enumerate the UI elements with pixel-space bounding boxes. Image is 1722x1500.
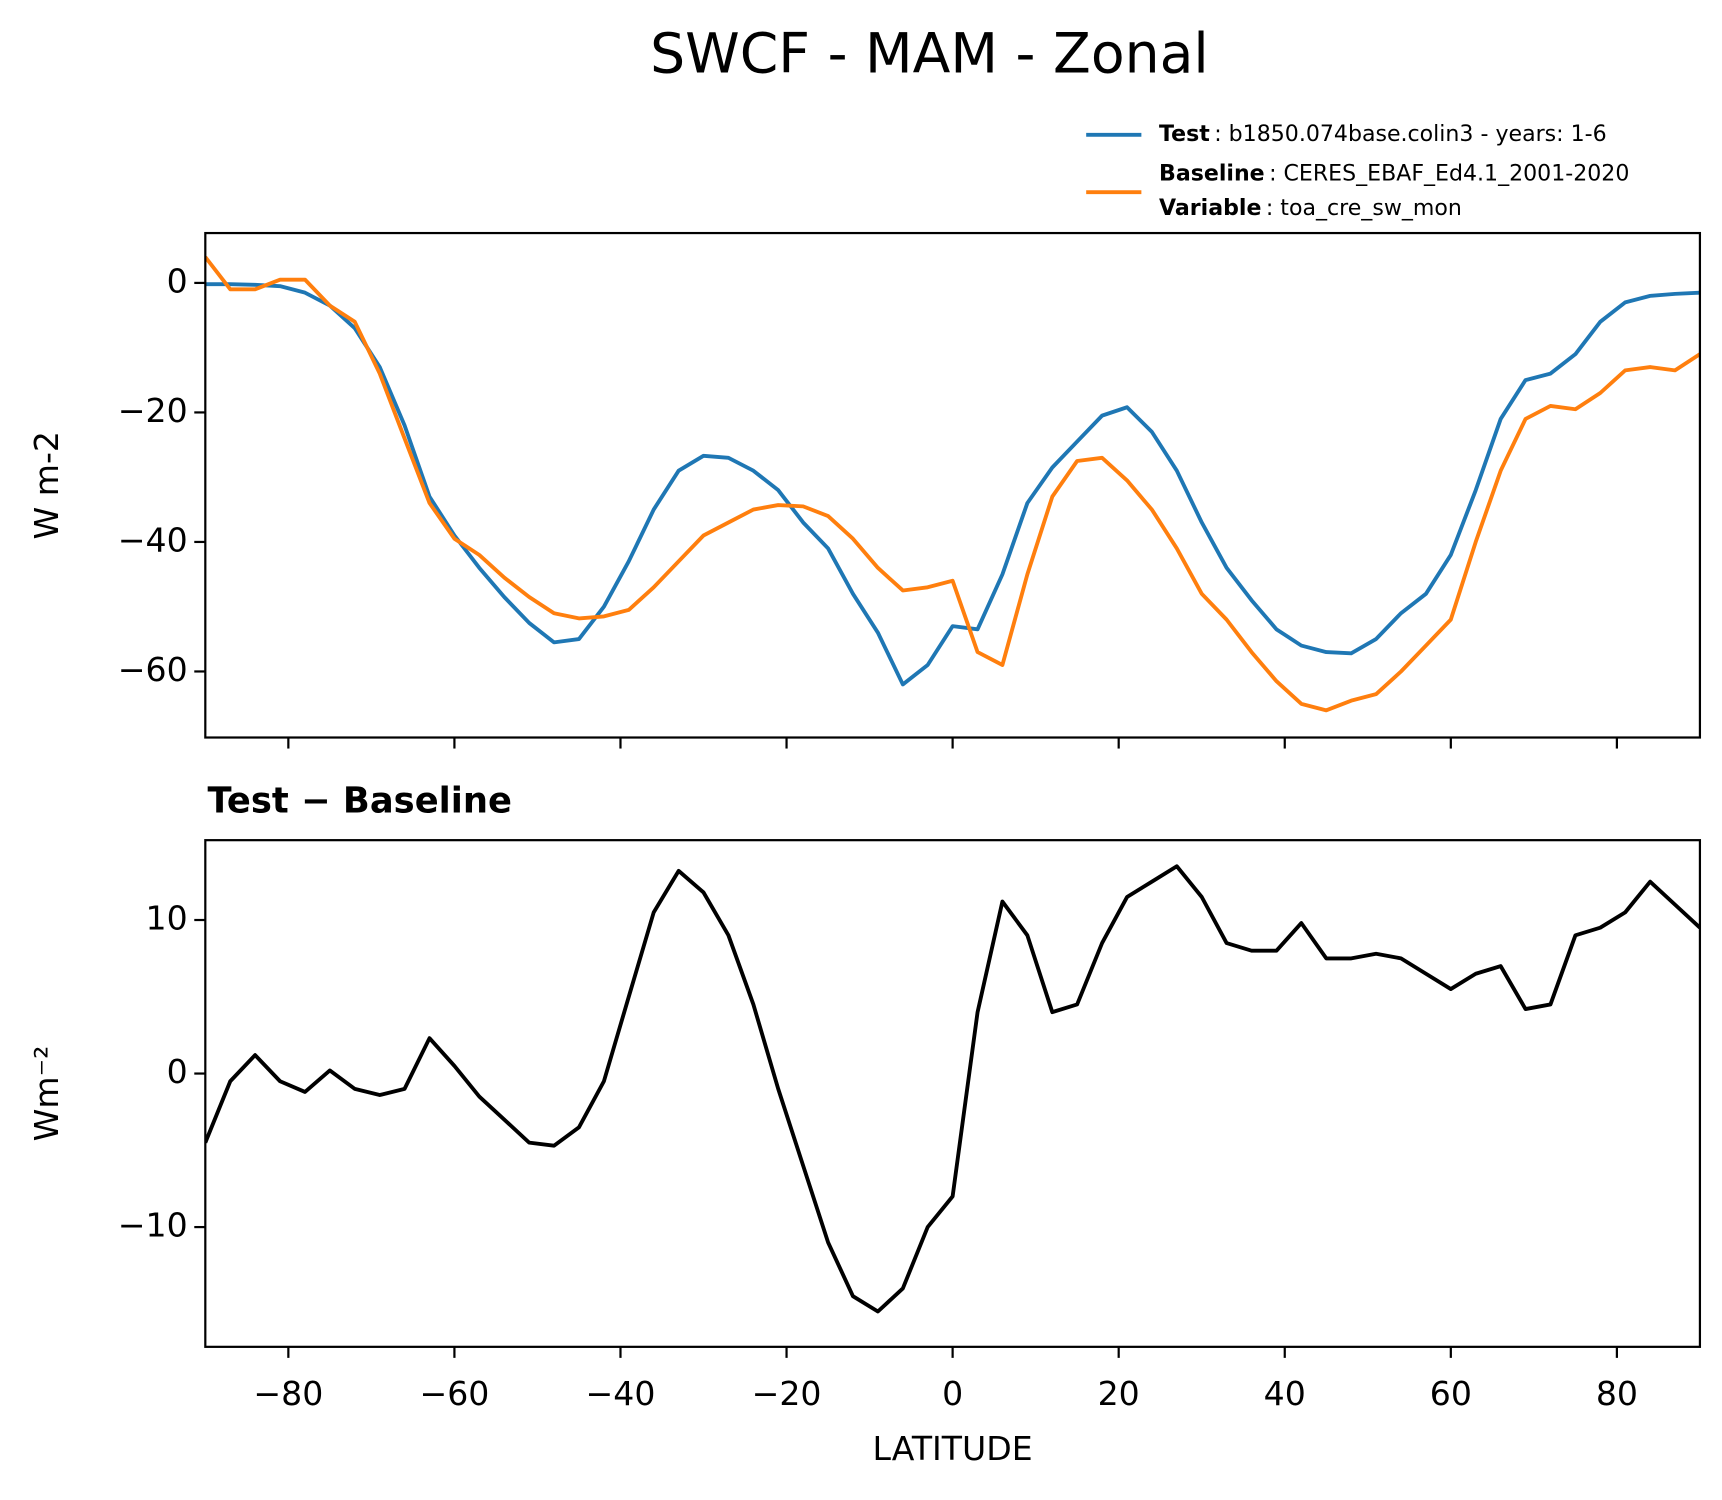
legend-name: Test <box>1159 122 1210 147</box>
legend-detail: : b1850.074base.colin3 - years: 1-6 <box>1214 122 1606 147</box>
x-tick-label: −80 <box>253 1374 323 1413</box>
y-tick-label: 0 <box>167 261 188 300</box>
x-tick-label: 80 <box>1596 1374 1638 1413</box>
y-tick-label: −40 <box>118 520 188 559</box>
axes-frame <box>204 231 1702 739</box>
x-tick-label: 40 <box>1264 1374 1306 1413</box>
y-tick-label: −20 <box>118 391 188 430</box>
x-tick-label: 60 <box>1430 1374 1472 1413</box>
x-tick-label: −20 <box>752 1374 822 1413</box>
x-tick-label: −60 <box>419 1374 489 1413</box>
y-tick-label: −60 <box>118 650 188 689</box>
legend-label: Test: b1850.074base.colin3 - years: 1-6 <box>1159 122 1607 147</box>
legend-label: Baseline: CERES_EBAF_Ed4.1_2001-2020 <box>1159 162 1629 187</box>
y-tick-label: −10 <box>118 1206 188 1245</box>
y-tick-label: 0 <box>167 1052 188 1091</box>
legend-name: Variable <box>1159 196 1261 221</box>
series-line <box>205 864 1700 1314</box>
legend-label: Variable: toa_cre_sw_mon <box>1159 196 1462 221</box>
figure-title: SWCF - MAM - Zonal <box>650 23 1209 87</box>
legend-name: Baseline <box>1159 162 1265 187</box>
y-axis-label: W m-2 <box>27 431 66 540</box>
legend-detail: : toa_cre_sw_mon <box>1266 196 1462 221</box>
x-tick-label: 20 <box>1098 1374 1140 1413</box>
y-axis-label: Wm⁻² <box>27 1046 66 1142</box>
legend-detail: : CERES_EBAF_Ed4.1_2001-2020 <box>1269 162 1629 187</box>
series-line <box>205 282 1700 687</box>
y-tick-label: 10 <box>146 899 188 938</box>
x-tick-label: −40 <box>586 1374 656 1413</box>
x-tick-label: 0 <box>942 1374 963 1413</box>
series-line <box>205 255 1700 713</box>
x-axis-label: LATITUDE <box>873 1429 1033 1468</box>
axes-frame <box>204 839 1702 1348</box>
subplot-title: Test − Baseline <box>208 781 512 822</box>
